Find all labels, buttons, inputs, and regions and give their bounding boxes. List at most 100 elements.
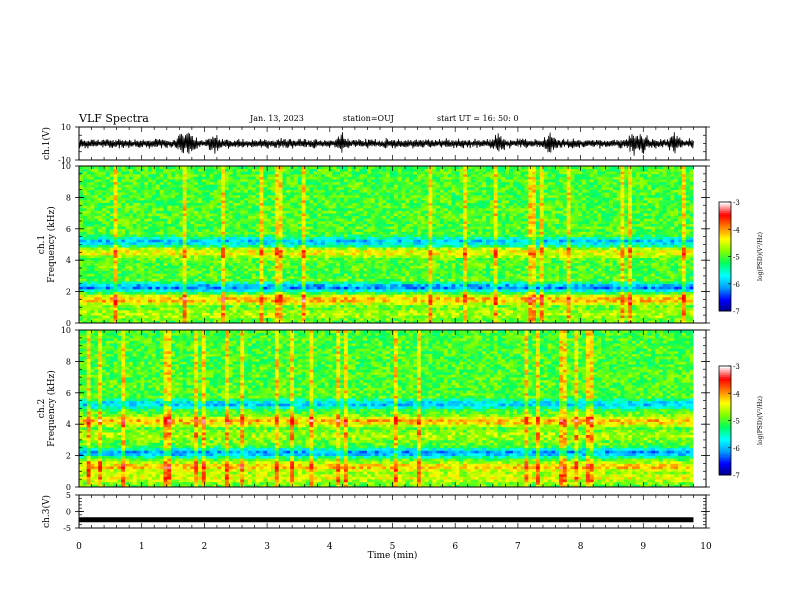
spectrogram-cell — [359, 192, 364, 196]
spectrogram-cell — [171, 270, 176, 274]
spectrogram-cell — [86, 268, 91, 272]
spectrogram-cell — [128, 218, 134, 222]
spectrogram-cell — [86, 244, 91, 248]
spectrogram-cell — [286, 294, 291, 298]
spectrogram-cell — [159, 197, 164, 201]
spectrogram-cell — [186, 181, 191, 185]
spectrogram-cell — [263, 239, 268, 243]
spectrogram-cell — [82, 231, 88, 235]
spectrogram-cell — [259, 294, 264, 298]
spectrogram-cell — [343, 210, 349, 214]
spectrogram-cell — [247, 192, 253, 196]
spectrogram-cell — [320, 286, 326, 290]
spectrogram-cell — [320, 252, 326, 256]
spectrogram-cell — [79, 200, 84, 204]
spectrogram-cell — [221, 304, 226, 308]
spectrogram-cell — [128, 315, 134, 319]
spectrogram-cell — [82, 239, 88, 243]
spectrogram-cell — [290, 228, 295, 232]
spectrogram-cell — [359, 176, 364, 180]
spectrogram-cell — [247, 200, 253, 204]
spectrogram-cell — [336, 268, 341, 272]
spectrogram-cell — [175, 265, 180, 269]
spectrogram-cell — [267, 254, 272, 258]
spectrogram-cell — [132, 294, 138, 298]
spectrogram-cell — [86, 260, 91, 264]
spectrogram-cell — [367, 241, 372, 245]
spectrogram-cell — [182, 286, 187, 290]
spectrogram-cell — [382, 173, 387, 177]
spectrogram-cell — [332, 288, 337, 292]
spectrogram-cell — [343, 309, 349, 313]
spectrogram-cell — [90, 166, 95, 170]
spectrogram-cell — [336, 241, 341, 245]
spectrogram-cell — [363, 260, 368, 264]
spectrogram-cell — [194, 171, 199, 175]
spectrogram-cell — [267, 273, 272, 277]
spectrogram-cell — [340, 307, 345, 311]
spectrogram-cell — [336, 317, 341, 321]
spectrogram-cell — [324, 210, 330, 214]
spectrogram-cell — [98, 234, 103, 238]
spectrogram-cell — [259, 241, 264, 245]
spectrogram-cell — [297, 220, 303, 224]
spectrogram-cell — [171, 223, 176, 227]
spectrogram-cell — [155, 207, 161, 211]
spectrogram-cell — [313, 312, 318, 316]
spectrogram-cell — [98, 168, 103, 172]
spectrogram-cell — [136, 291, 141, 295]
spectrogram-cell — [328, 307, 333, 311]
spectrogram-cell — [355, 179, 360, 183]
spectrogram-cell — [163, 286, 168, 290]
spectrogram-cell — [351, 173, 356, 177]
spectrogram-cell — [305, 252, 310, 256]
spectrogram-cell — [182, 252, 187, 256]
spectrogram-cell — [363, 179, 368, 183]
spectrogram-cell — [178, 252, 184, 256]
spectrogram-cell — [136, 207, 141, 211]
spectrogram-cell — [274, 265, 280, 269]
spectrogram-cell — [155, 236, 161, 240]
spectrogram-cell — [317, 315, 322, 319]
spectrogram-cell — [294, 189, 299, 193]
spectrogram-cell — [363, 176, 368, 180]
spectrogram-cell — [144, 275, 149, 279]
spectrogram-cell — [351, 210, 356, 214]
spectrogram-cell — [378, 252, 383, 256]
spectrogram-cell — [228, 181, 234, 185]
spectrogram-cell — [105, 223, 111, 227]
spectrogram-cell — [347, 262, 353, 266]
spectrogram-cell — [105, 184, 111, 188]
spectrogram-cell — [201, 223, 207, 227]
spectrogram-cell — [324, 173, 330, 177]
spectrogram-cell — [271, 192, 276, 196]
spectrogram-cell — [125, 262, 130, 266]
spectrogram-cell — [136, 260, 141, 264]
spectrogram-cell — [274, 210, 280, 214]
spectrogram-cell — [128, 207, 134, 211]
spectrogram-cell — [340, 186, 345, 190]
spectrogram-cell — [90, 184, 95, 188]
spectrogram-cell — [98, 307, 103, 311]
spectrogram-cell — [186, 171, 191, 175]
spectrogram-cell — [297, 223, 303, 227]
spectrogram-cell — [94, 228, 99, 232]
spectrogram-cell — [255, 213, 260, 217]
spectrogram-cell — [236, 205, 241, 209]
spectrogram-cell — [301, 291, 306, 295]
spectrogram-cell — [259, 223, 264, 227]
spectrogram-cell — [213, 205, 218, 209]
spectrogram-cell — [178, 197, 184, 201]
spectrogram-cell — [320, 220, 326, 224]
spectrogram-cell — [382, 176, 387, 180]
spectrogram-cell — [79, 173, 84, 177]
spectrogram-cell — [297, 317, 303, 321]
spectrogram-cell — [259, 228, 264, 232]
spectrogram-cell — [228, 309, 234, 313]
spectrogram-cell — [190, 299, 195, 303]
spectrogram-cell — [102, 312, 107, 316]
spectrogram-cell — [109, 307, 114, 311]
spectrogram-cell — [98, 194, 103, 198]
spectrogram-cell — [251, 249, 257, 253]
spectrogram-cell — [121, 186, 126, 190]
